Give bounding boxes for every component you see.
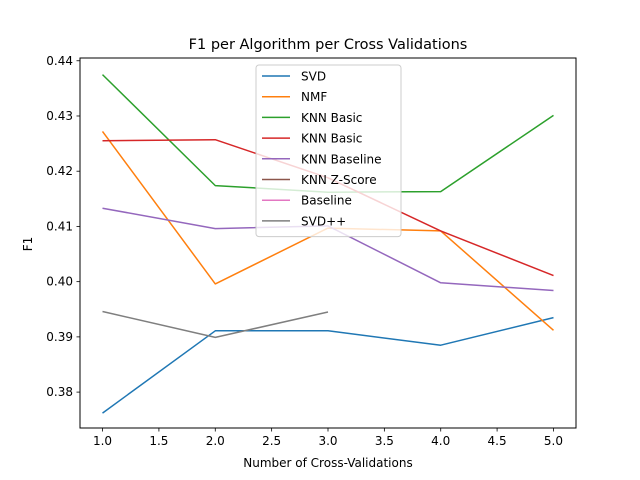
legend-label: SVD++ (301, 214, 346, 228)
y-axis-label: F1 (21, 237, 35, 252)
legend-label: Baseline (301, 194, 352, 208)
legend-label: NMF (301, 90, 327, 104)
series-line-svd-7 (102, 310, 329, 339)
x-axis-ticks: 1.0 1.5 2.0 2.5 3.0 3.5 4.0 4.5 5.0 (93, 428, 563, 448)
x-tick-label: 2.0 (206, 434, 225, 448)
x-axis-label: Number of Cross-Validations (243, 456, 412, 470)
y-axis-ticks: 0.38 0.39 0.40 0.41 0.42 0.43 0.44 (46, 54, 80, 399)
y-tick-label: 0.44 (46, 54, 73, 68)
x-tick-label: 2.5 (262, 434, 281, 448)
y-tick-label: 0.42 (46, 164, 73, 178)
x-tick-label: 1.5 (149, 434, 168, 448)
series-line-svd-0 (102, 316, 554, 414)
x-tick-label: 1.0 (93, 434, 112, 448)
x-tick-label: 3.5 (375, 434, 394, 448)
legend-label: KNN Basic (301, 111, 362, 125)
y-tick-label: 0.39 (46, 330, 73, 344)
legend-label: KNN Basic (301, 132, 362, 146)
chart-title: F1 per Algorithm per Cross Validations (189, 37, 468, 53)
y-tick-label: 0.38 (46, 385, 73, 399)
y-tick-label: 0.43 (46, 109, 73, 123)
legend-label: KNN Baseline (301, 152, 382, 166)
y-tick-label: 0.40 (46, 275, 73, 289)
x-tick-label: 3.0 (318, 434, 337, 448)
legend-label: SVD (301, 70, 326, 84)
legend-label: KNN Z-Score (301, 173, 377, 187)
legend: SVD NMF KNN Basic KNN Basic KNN Baseline KNN … (255, 64, 402, 238)
x-tick-label: 4.5 (488, 434, 507, 448)
x-tick-label: 4.0 (431, 434, 450, 448)
y-tick-label: 0.41 (46, 219, 73, 233)
legend-box (255, 64, 402, 238)
x-tick-label: 5.0 (544, 434, 563, 448)
